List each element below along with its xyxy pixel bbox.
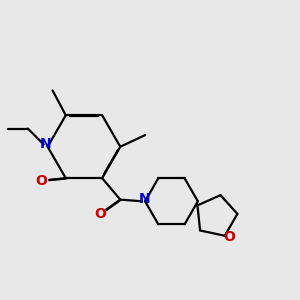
Text: N: N [139, 192, 151, 206]
Text: O: O [223, 230, 235, 244]
Text: N: N [40, 137, 51, 152]
Text: O: O [35, 175, 47, 188]
Text: O: O [94, 208, 106, 221]
